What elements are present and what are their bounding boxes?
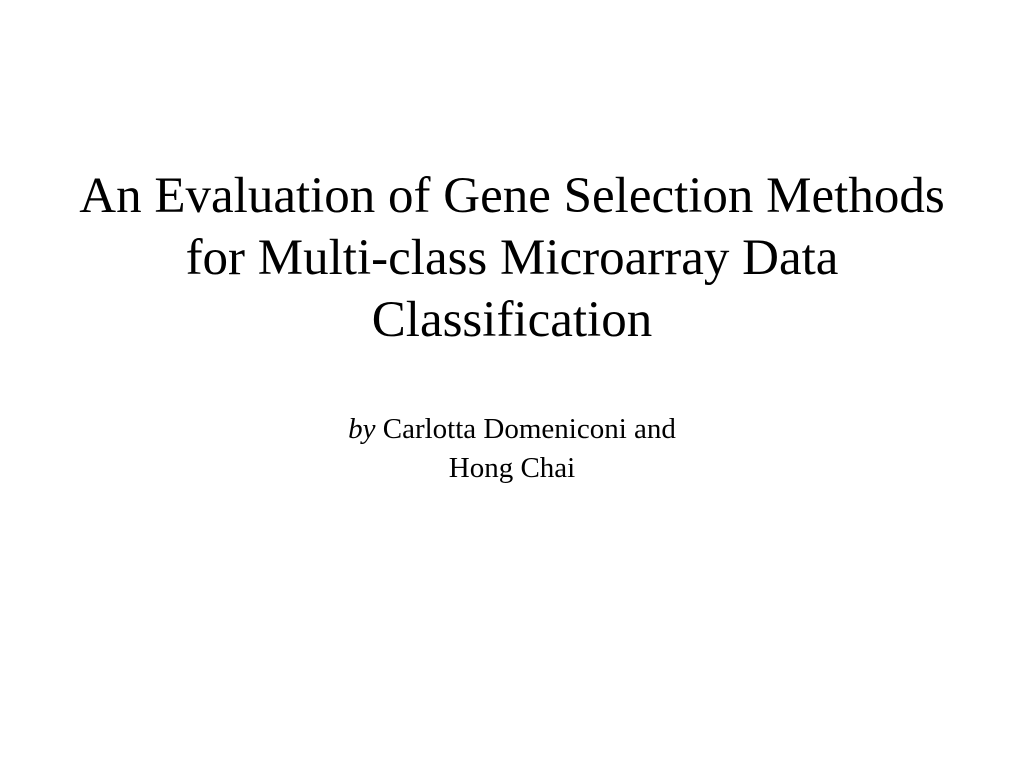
authors-line-1: by Carlotta Domeniconi and	[348, 410, 676, 449]
authors-first-line-names: Carlotta Domeniconi and	[375, 413, 675, 445]
slide-title: An Evaluation of Gene Selection Methods …	[72, 165, 952, 352]
by-label: by	[348, 413, 375, 445]
slide-authors: by Carlotta Domeniconi and Hong Chai	[348, 410, 676, 488]
title-slide: An Evaluation of Gene Selection Methods …	[0, 0, 1024, 768]
authors-line-2: Hong Chai	[348, 449, 676, 488]
